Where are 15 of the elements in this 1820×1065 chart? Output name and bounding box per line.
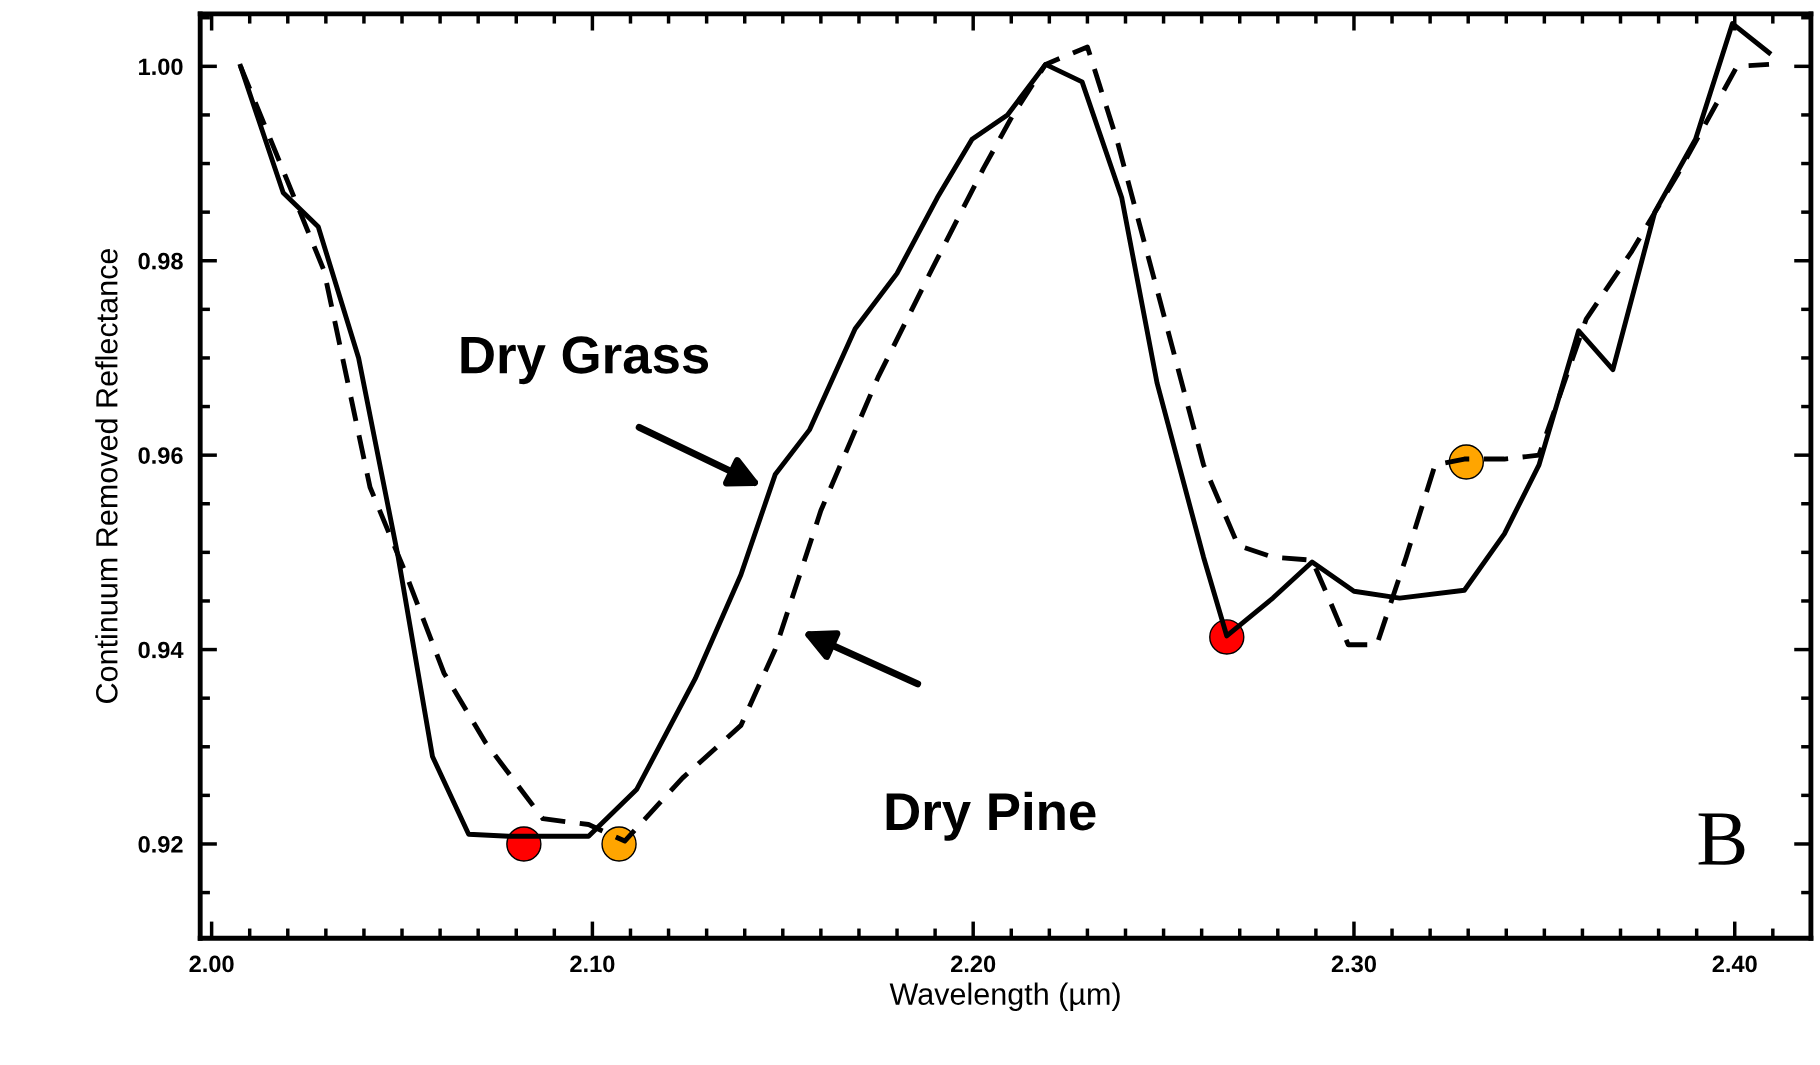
x-axis-title: Wavelength (µm) bbox=[889, 982, 1120, 1011]
y-tick-label: 0.94 bbox=[138, 641, 184, 659]
y-axis-title: Continuum Removed Reflectance bbox=[95, 248, 118, 703]
x-tick-label: 2.40 bbox=[1712, 955, 1757, 973]
y-tick-label: 1.00 bbox=[139, 58, 183, 76]
y-tick-label: 0.98 bbox=[138, 252, 183, 270]
annotation: B bbox=[1698, 813, 1745, 865]
y-tick-label: 0.96 bbox=[138, 447, 183, 464]
annotation: Dry Pine bbox=[886, 791, 1096, 841]
x-tick-label: 2.20 bbox=[951, 955, 996, 973]
y-tick-label: 0.92 bbox=[138, 836, 183, 853]
annotation: Dry Grass bbox=[461, 336, 709, 385]
x-tick-label: 2.30 bbox=[1331, 955, 1376, 973]
x-tick-label: 2.00 bbox=[189, 955, 234, 973]
x-tick-label: 2.10 bbox=[570, 955, 615, 973]
